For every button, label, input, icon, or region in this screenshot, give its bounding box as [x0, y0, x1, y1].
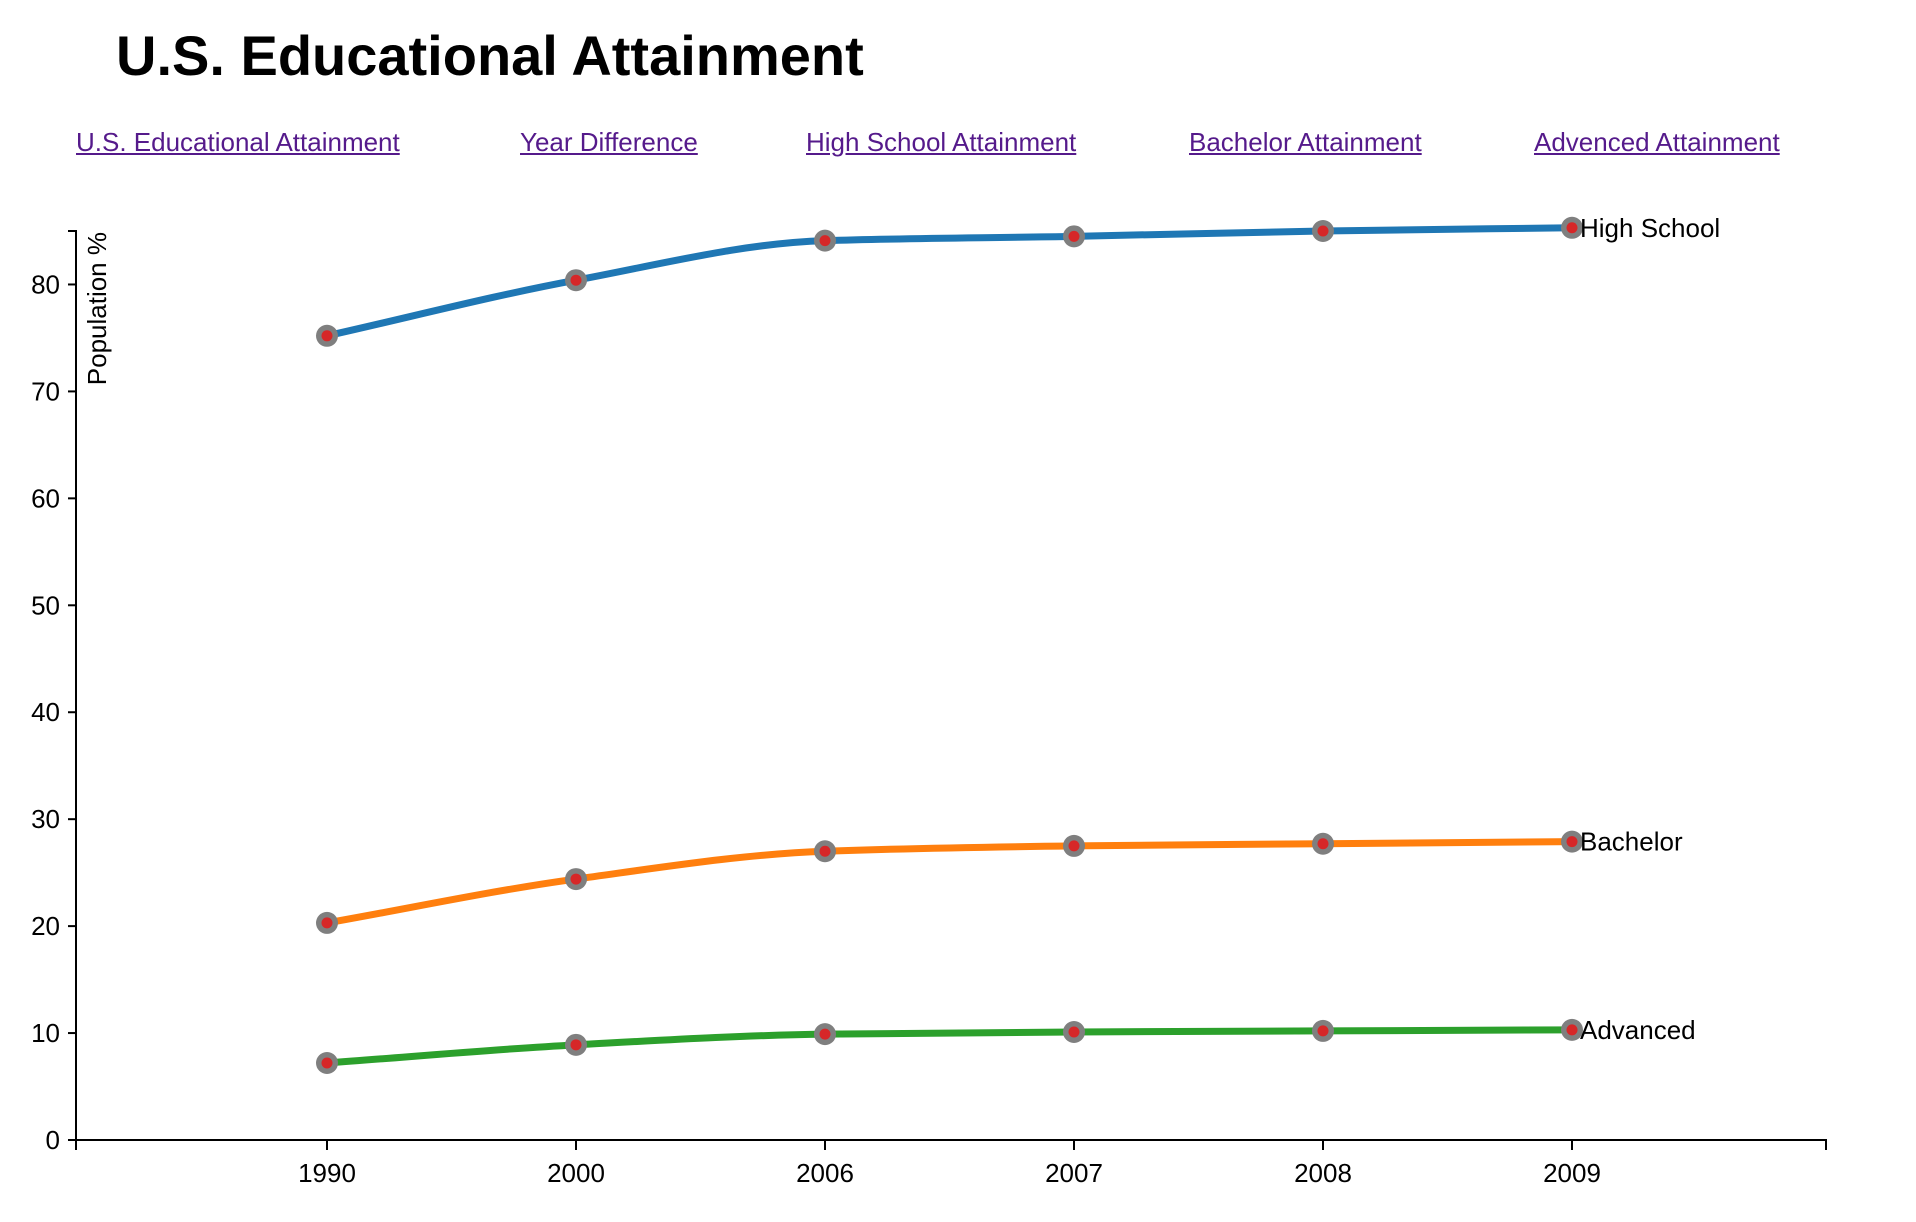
y-tick-label: 60	[31, 483, 60, 513]
y-axis: 0 10 20 30 40 50 60 70 80	[31, 230, 77, 1155]
x-tick-label: 2007	[1045, 1158, 1103, 1188]
data-point-high-school-2007[interactable]	[1063, 225, 1085, 248]
data-point-inner	[321, 330, 333, 342]
y-axis-line	[68, 230, 77, 1141]
x-tick-label: 2008	[1294, 1158, 1352, 1188]
data-point-bachelor-2007[interactable]	[1063, 834, 1085, 857]
series-label-bachelor: Bachelor	[1580, 827, 1683, 857]
data-point-inner	[321, 1057, 333, 1069]
nav-link-advanced-attainment[interactable]: Advenced Attainment	[1534, 127, 1780, 157]
series-advanced: Advanced	[316, 1015, 1696, 1075]
x-axis-line	[75, 1139, 1827, 1150]
series-line-high-school	[323, 224, 1576, 340]
data-point-inner	[1566, 222, 1578, 234]
data-point-inner	[570, 873, 582, 885]
y-tick-label: 40	[31, 697, 60, 727]
data-point-bachelor-2000[interactable]	[565, 868, 587, 891]
series-line-advanced	[323, 1026, 1576, 1067]
data-point-advanced-2006[interactable]	[814, 1023, 836, 1046]
data-point-bachelor-2009[interactable]	[1561, 830, 1583, 853]
y-tick-label: 20	[31, 911, 60, 941]
y-tick-label: 70	[31, 376, 60, 406]
data-point-inner	[1566, 1024, 1578, 1036]
series-line-bachelor	[323, 838, 1576, 927]
y-tick-label: 80	[31, 269, 60, 299]
data-point-inner	[570, 274, 582, 286]
x-axis: 1990 2000 2006 2007 2008 2009	[75, 1139, 1827, 1188]
data-point-inner	[321, 917, 333, 929]
data-point-high-school-2009[interactable]	[1561, 216, 1583, 239]
data-point-inner	[570, 1039, 582, 1051]
data-point-inner	[1068, 840, 1080, 852]
data-point-inner	[819, 845, 831, 857]
data-point-bachelor-2008[interactable]	[1312, 832, 1334, 855]
data-point-inner	[819, 1028, 831, 1040]
data-point-bachelor-2006[interactable]	[814, 840, 836, 863]
nav-link-year-difference[interactable]: Year Difference	[520, 127, 698, 157]
data-point-high-school-1990[interactable]	[316, 324, 338, 347]
data-point-inner	[1068, 230, 1080, 242]
series-label-high-school: High School	[1580, 213, 1720, 243]
y-tick-label: 10	[31, 1018, 60, 1048]
x-tick-label: 2009	[1543, 1158, 1601, 1188]
x-tick-label: 2000	[547, 1158, 605, 1188]
series-label-advanced: Advanced	[1580, 1015, 1696, 1045]
x-tick-label: 1990	[298, 1158, 356, 1188]
y-tick-label: 50	[31, 590, 60, 620]
data-point-high-school-2000[interactable]	[565, 269, 587, 292]
data-point-inner	[1068, 1026, 1080, 1038]
y-tick-label: 30	[31, 804, 60, 834]
data-point-inner	[1317, 838, 1329, 850]
page-title: U.S. Educational Attainment	[116, 24, 864, 87]
series-layer: High School Bachelor Advanced	[316, 213, 1720, 1075]
data-point-advanced-1990[interactable]	[316, 1052, 338, 1075]
data-point-advanced-2000[interactable]	[565, 1033, 587, 1056]
data-point-advanced-2008[interactable]	[1312, 1019, 1334, 1042]
data-point-advanced-2007[interactable]	[1063, 1020, 1085, 1043]
data-point-inner	[1566, 836, 1578, 848]
x-tick-label: 2006	[796, 1158, 854, 1188]
data-point-bachelor-1990[interactable]	[316, 911, 338, 934]
data-point-advanced-2009[interactable]	[1561, 1018, 1583, 1041]
y-axis-label: Population %	[82, 232, 112, 385]
data-point-inner	[1317, 1025, 1329, 1037]
nav-link-high-school-attainment[interactable]: High School Attainment	[806, 127, 1077, 157]
series-high-school: High School	[316, 213, 1720, 347]
data-point-inner	[1317, 225, 1329, 237]
data-point-high-school-2008[interactable]	[1312, 220, 1334, 242]
series-bachelor: Bachelor	[316, 827, 1683, 934]
nav-link-bachelor-attainment[interactable]: Bachelor Attainment	[1189, 127, 1422, 157]
y-tick-label: 0	[46, 1125, 60, 1155]
data-point-inner	[819, 235, 831, 247]
nav-link-us-educational-attainment[interactable]: U.S. Educational Attainment	[76, 127, 400, 157]
data-point-high-school-2006[interactable]	[814, 229, 836, 252]
